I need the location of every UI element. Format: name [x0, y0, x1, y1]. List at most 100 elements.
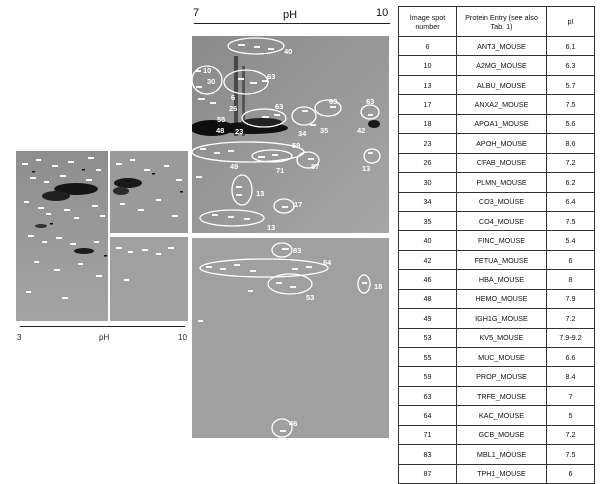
- spot-label: 63: [366, 97, 375, 106]
- spot-label: 13: [267, 223, 276, 232]
- cell-protein-entry: PLMN_MOUSE: [456, 172, 547, 193]
- zoom-gel-lower-image: [192, 238, 389, 438]
- spot-label: 55: [217, 115, 226, 124]
- spot-protein-table: Image spot number Protein Entry (see als…: [398, 6, 595, 484]
- table-row: 59 PROP_MOUSE 8.4: [398, 366, 595, 387]
- cell-protein-entry: ALBU_MOUSE: [456, 74, 547, 96]
- cell-pi: 7.9-9.2: [546, 327, 595, 349]
- spot-label: 30: [207, 77, 216, 86]
- cell-pi: 6: [546, 463, 595, 484]
- cell-protein-entry: CO3_MOUSE: [456, 191, 547, 212]
- cell-pi: 6.1: [546, 35, 595, 57]
- cell-spot-number: 30: [398, 172, 457, 193]
- spot-label: 13: [256, 189, 265, 198]
- spot-label: 71: [276, 166, 285, 175]
- cell-spot-number: 63: [398, 385, 457, 407]
- table-row: 23 APOH_MOUSE 8.6: [398, 133, 595, 154]
- spot-label: 49: [230, 162, 239, 171]
- spot-label: 87: [311, 162, 320, 171]
- cell-protein-entry: ANXA2_MOUSE: [456, 94, 547, 115]
- spot-label: 63: [275, 102, 284, 111]
- table-row: 42 FETUA_MOUSE 6: [398, 249, 595, 271]
- cell-pi: 6.4: [546, 191, 595, 212]
- cell-protein-entry: FINC_MOUSE: [456, 230, 547, 251]
- cell-spot-number: 40: [398, 230, 457, 251]
- table-body: 6 ANT3_MOUSE 6.1 10 A2MG_MOUSE 6.3 13 ALBU_MOUS…: [398, 35, 595, 484]
- cell-spot-number: 6: [398, 35, 457, 57]
- spot-label: 34: [298, 129, 307, 138]
- table-row: 64 KAC_MOUSE 5: [398, 405, 595, 426]
- table-row: 35 CO4_MOUSE 7.5: [398, 210, 595, 232]
- cell-spot-number: 53: [398, 327, 457, 349]
- cell-spot-number: 64: [398, 405, 457, 426]
- overview-ph-end: 10: [178, 333, 187, 342]
- cell-spot-number: 34: [398, 191, 457, 212]
- cell-spot-number: 26: [398, 152, 457, 174]
- cell-pi: 8: [546, 269, 595, 290]
- cell-protein-entry: HEMO_MOUSE: [456, 288, 547, 310]
- spot-label: 63: [267, 72, 276, 81]
- spot-label: 17: [294, 200, 303, 209]
- spot-label: 42: [357, 126, 366, 135]
- spot-label: 53: [306, 293, 315, 302]
- overview-ph-label: pH: [99, 333, 110, 342]
- cell-spot-number: 87: [398, 463, 457, 484]
- header-pi: pI: [546, 6, 595, 37]
- header-protein-entry: Protein Entry (see also Tab. 1): [456, 6, 547, 37]
- cell-pi: 5.7: [546, 74, 595, 96]
- cell-protein-entry: APOH_MOUSE: [456, 133, 547, 154]
- cell-pi: 7.2: [546, 308, 595, 329]
- table-row: 49 IGH1G_MOUSE 7.2: [398, 308, 595, 329]
- cell-pi: 7: [546, 385, 595, 407]
- spot-label: 46: [289, 419, 298, 428]
- cell-pi: 6.3: [546, 55, 595, 76]
- table-row: 63 TRFE_MOUSE 7: [398, 385, 595, 407]
- overview-ph-axis: [20, 326, 185, 327]
- cell-pi: 7.2: [546, 424, 595, 446]
- table-row: 26 CFAB_MOUSE 7.2: [398, 152, 595, 174]
- overview-ph-start: 3: [17, 333, 22, 342]
- spot-label: 23: [235, 127, 244, 136]
- table-row: 6 ANT3_MOUSE 6.1: [398, 35, 595, 57]
- table-row: 13 ALBU_MOUSE 5.7: [398, 74, 595, 96]
- cell-pi: 5: [546, 405, 595, 426]
- cell-spot-number: 48: [398, 288, 457, 310]
- cell-spot-number: 17: [398, 94, 457, 115]
- zoom-ph-start: 7: [193, 7, 200, 19]
- zoom-ph-label: pH: [283, 9, 298, 21]
- header-spot-number: Image spot number: [398, 6, 457, 37]
- cell-protein-entry: FETUA_MOUSE: [456, 249, 547, 271]
- spot-label: 59: [292, 141, 301, 150]
- table-row: 17 ANXA2_MOUSE 7.5: [398, 94, 595, 115]
- cell-spot-number: 13: [398, 74, 457, 96]
- spot-label: 64: [323, 258, 332, 267]
- table-row: 40 FINC_MOUSE 5.4: [398, 230, 595, 251]
- cell-pi: 5.4: [546, 230, 595, 251]
- cell-protein-entry: GCB_MOUSE: [456, 424, 547, 446]
- cell-spot-number: 10: [398, 55, 457, 76]
- cell-protein-entry: HBA_MOUSE: [456, 269, 547, 290]
- table-row: 71 GCB_MOUSE 7.2: [398, 424, 595, 446]
- cell-protein-entry: MUC_MOUSE: [456, 346, 547, 368]
- cell-pi: 7.5: [546, 94, 595, 115]
- cell-spot-number: 23: [398, 133, 457, 154]
- spot-label: 48: [216, 126, 225, 135]
- zoom-ph-end: 10: [376, 7, 389, 19]
- cell-spot-number: 49: [398, 308, 457, 329]
- cell-protein-entry: IGH1G_MOUSE: [456, 308, 547, 329]
- spot-label: 83: [293, 246, 302, 255]
- spot-label: 63: [329, 97, 338, 106]
- overview-gel-image: [16, 151, 188, 321]
- cell-pi: 5.6: [546, 113, 595, 135]
- table-row: 46 HBA_MOUSE 8: [398, 269, 595, 290]
- cell-spot-number: 46: [398, 269, 457, 290]
- spot-label: 35: [320, 126, 329, 135]
- cell-protein-entry: A2MG_MOUSE: [456, 55, 547, 76]
- table-header-row: Image spot number Protein Entry (see als…: [398, 6, 595, 37]
- cell-pi: 6: [546, 249, 595, 271]
- cell-protein-entry: APOA1_MOUSE: [456, 113, 547, 135]
- table-row: 48 HEMO_MOUSE 7.9: [398, 288, 595, 310]
- cell-protein-entry: KV5_MOUSE: [456, 327, 547, 349]
- cell-protein-entry: MBL1_MOUSE: [456, 444, 547, 465]
- cell-pi: 7.5: [546, 444, 595, 465]
